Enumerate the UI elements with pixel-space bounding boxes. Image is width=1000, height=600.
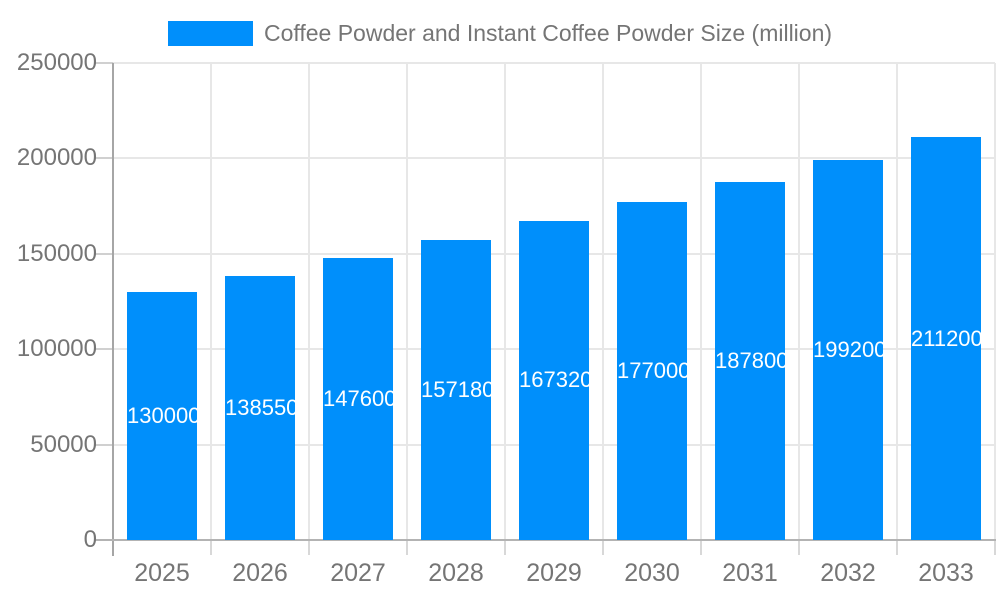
y-axis-tick	[95, 252, 113, 255]
bar-2033[interactable]: 211200	[911, 137, 981, 540]
gridline-vertical	[210, 63, 212, 540]
bar-value-label: 157180	[421, 377, 491, 403]
gridline-vertical	[406, 63, 408, 540]
legend[interactable]: Coffee Powder and Instant Coffee Powder …	[0, 20, 1000, 47]
y-axis-tick	[95, 348, 113, 351]
y-axis-tick-label: 50000	[30, 430, 97, 458]
gridline-vertical	[504, 63, 506, 540]
y-axis-tick	[95, 62, 113, 64]
y-axis-tick-label: 100000	[16, 335, 97, 363]
y-axis-tick-label: 250000	[16, 49, 97, 76]
bar-value-label: 138550	[225, 394, 295, 420]
x-axis-tick-label: 2025	[134, 559, 190, 587]
bar-value-label: 130000	[127, 402, 197, 428]
bar-value-label: 211200	[911, 325, 981, 351]
bar-2027[interactable]: 147600	[323, 258, 393, 540]
x-axis-tick-label: 2029	[526, 559, 582, 587]
gridline-horizontal	[113, 62, 995, 64]
y-axis-tick-label: 0	[83, 526, 97, 553]
x-axis-tick-label: 2027	[330, 559, 386, 587]
gridline-vertical	[700, 63, 702, 540]
bar-value-label: 147600	[323, 386, 393, 412]
bar-2031[interactable]: 187800	[715, 181, 785, 540]
gridline-vertical	[798, 63, 800, 540]
bar-2030[interactable]: 177000	[617, 202, 687, 540]
x-axis-tick	[602, 540, 604, 555]
bar-2029[interactable]: 167320	[519, 220, 589, 540]
bar-value-label: 167320	[519, 367, 589, 393]
y-axis-line	[112, 63, 114, 556]
x-axis-tick	[308, 540, 310, 555]
x-axis-tick-label: 2031	[722, 559, 778, 587]
gridline-vertical	[896, 63, 898, 540]
bar-value-label: 199200	[813, 336, 883, 362]
x-axis-tick-label: 2028	[428, 559, 484, 587]
y-axis-tick-label: 200000	[16, 144, 97, 172]
bar-value-label: 187800	[715, 347, 785, 373]
x-axis-tick	[798, 540, 800, 555]
y-axis-tick	[95, 157, 113, 160]
gridline-vertical	[308, 63, 310, 540]
gridline-vertical	[602, 63, 604, 540]
bar-2028[interactable]: 157180	[421, 240, 491, 540]
x-axis-tick-label: 2030	[624, 559, 680, 587]
x-axis-tick-label: 2032	[820, 559, 876, 587]
y-axis-tick-label: 150000	[16, 239, 97, 267]
bar-2026[interactable]: 138550	[225, 275, 295, 540]
x-axis-tick	[896, 540, 898, 555]
x-axis-tick	[504, 540, 506, 555]
x-axis-tick	[210, 540, 212, 555]
legend-title: Coffee Powder and Instant Coffee Powder …	[263, 20, 833, 46]
x-axis-tick-label: 2033	[918, 559, 974, 587]
x-axis-line	[96, 539, 996, 541]
bar-2032[interactable]: 199200	[813, 159, 883, 540]
bar-2025[interactable]: 130000	[127, 291, 197, 540]
bar-value-label: 177000	[617, 358, 687, 384]
x-axis-tick	[700, 540, 702, 555]
x-axis-tick	[994, 540, 996, 555]
x-axis-tick-label: 2026	[232, 559, 288, 587]
gridline-horizontal	[113, 157, 995, 160]
x-axis-tick	[406, 540, 408, 555]
y-axis-tick	[95, 443, 113, 446]
legend-swatch-icon[interactable]	[167, 21, 253, 46]
gridline-vertical	[994, 63, 996, 540]
